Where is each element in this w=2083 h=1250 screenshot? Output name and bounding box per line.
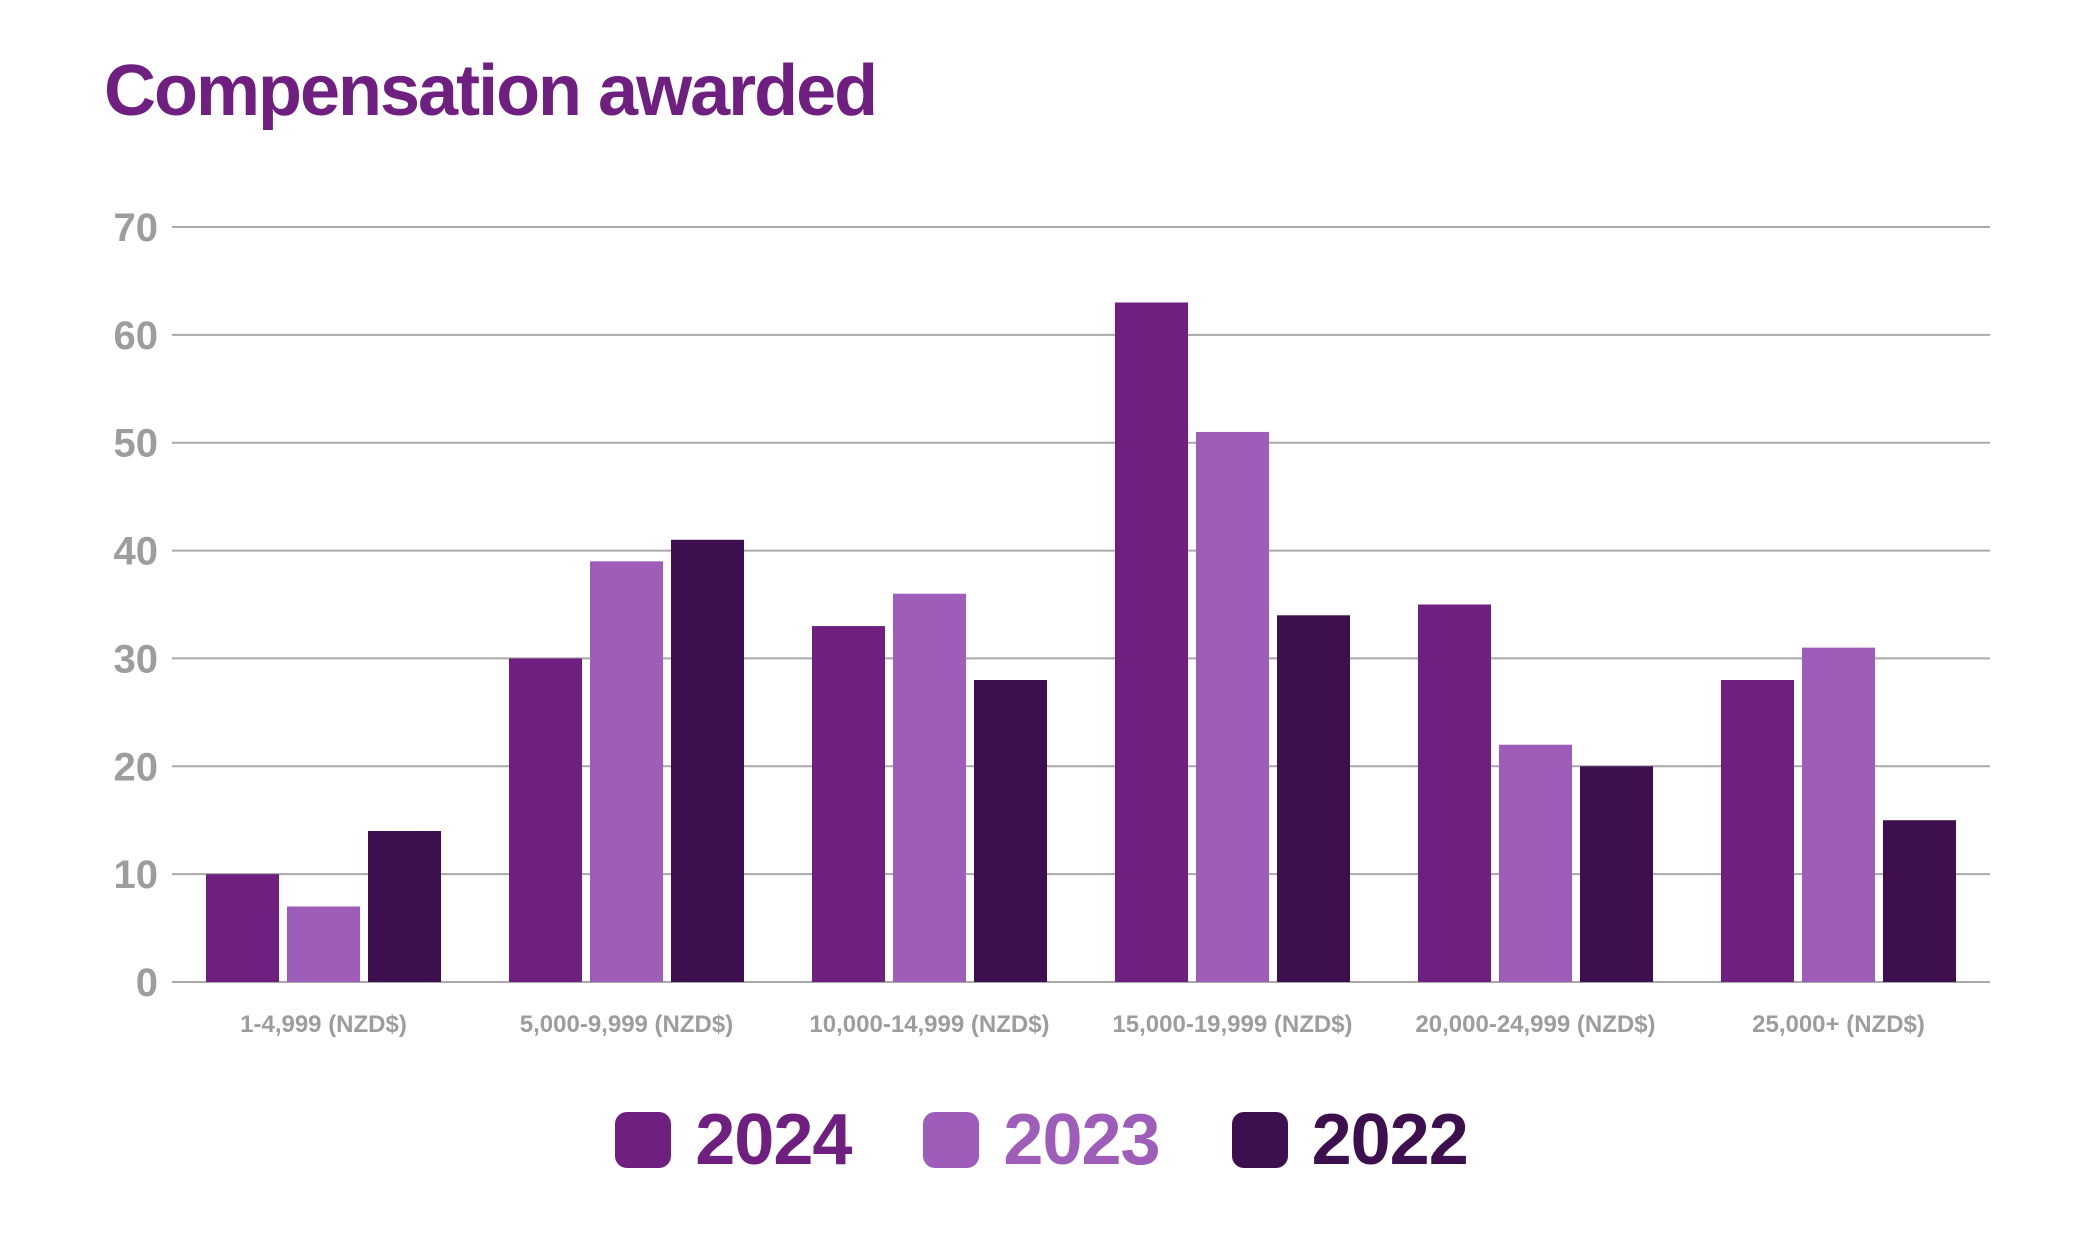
bar-2023-4 [1499,744,1572,982]
gridlines [172,226,1990,983]
bar-2024-0 [206,874,279,982]
legend-swatch-2024 [615,1112,672,1168]
x-tick-label-4: 20,000-24,999 (NZD$) [1415,1011,1655,1038]
bar-2023-5 [1802,647,1875,982]
x-axis-ticks: 1-4,999 (NZD$) 5,000-9,999 (NZD$) 10,000-1… [240,1011,1925,1038]
bar-2023-1 [590,561,663,982]
legend-item-2022: 2022 [1231,1100,1469,1180]
x-tick-label-2: 10,000-14,999 (NZD$) [809,1011,1049,1038]
y-tick-label-60: 60 [114,314,159,358]
x-tick-label-0: 1-4,999 (NZD$) [240,1011,407,1038]
y-tick-label-10: 10 [114,853,159,897]
y-tick-label-40: 40 [114,530,159,574]
bar-2023-0 [287,906,360,982]
bar-2024-4 [1418,604,1491,982]
legend-label-2024: 2024 [695,1100,852,1180]
y-tick-label-20: 20 [114,745,159,789]
bar-2022-4 [1580,766,1653,982]
bar-2022-0 [368,831,441,982]
y-axis-ticks: 0 10 20 30 40 50 60 70 [114,206,159,1005]
legend-swatch-2023 [923,1112,980,1168]
bar-2024-1 [509,658,582,982]
legend-swatch-2022 [1231,1112,1288,1168]
bars [206,302,1956,982]
y-tick-label-30: 30 [114,637,159,681]
legend-label-2023: 2023 [1003,1100,1160,1180]
bar-2022-1 [671,539,744,982]
y-tick-label-0: 0 [136,961,158,1005]
bar-2022-5 [1883,820,1956,982]
y-tick-label-70: 70 [114,206,159,250]
bar-2024-5 [1721,680,1794,982]
x-tick-label-5: 25,000+ (NZD$) [1752,1011,1925,1038]
legend-item-2023: 2023 [923,1100,1161,1180]
legend-label-2022: 2022 [1311,1100,1469,1180]
legend-item-2024: 2024 [615,1100,852,1180]
x-tick-label-3: 15,000-19,999 (NZD$) [1112,1011,1352,1038]
bar-2024-3 [1115,302,1188,982]
y-tick-label-50: 50 [114,422,159,466]
bar-2022-2 [974,680,1047,982]
x-tick-label-1: 5,000-9,999 (NZD$) [520,1011,733,1038]
legend: 2024 2023 2022 [0,1100,2083,1180]
bar-2023-2 [893,593,966,982]
bar-2022-3 [1277,615,1350,982]
chart-title: Compensation awarded [104,51,878,131]
bar-2023-3 [1196,431,1269,982]
bar-2024-2 [812,626,885,982]
